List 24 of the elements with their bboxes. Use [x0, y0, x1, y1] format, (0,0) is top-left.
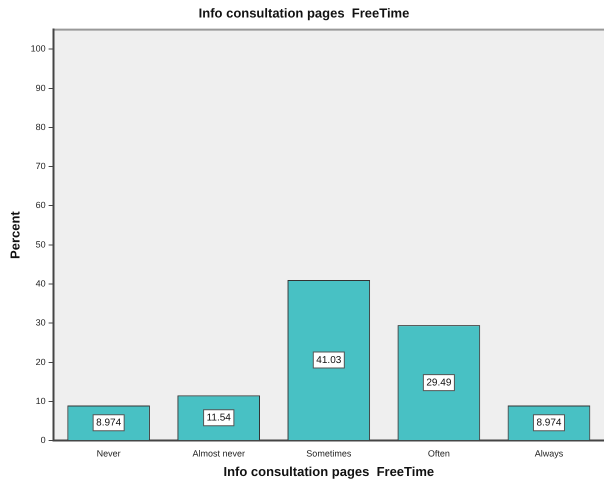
- x-tick-label: Often: [428, 448, 450, 458]
- data-label: 29.49: [426, 377, 452, 388]
- y-tick-label: 90: [36, 82, 46, 93]
- y-tick-label: 60: [36, 200, 46, 210]
- chart-title: Info consultation pages FreeTime: [198, 5, 410, 20]
- x-axis-title: Info consultation pages FreeTime: [223, 464, 434, 479]
- y-tick-label: 50: [36, 239, 46, 250]
- data-label: 8.974: [96, 418, 122, 429]
- y-axis-title: Percent: [7, 210, 22, 259]
- data-label: 41.03: [316, 354, 342, 366]
- y-tick-label: 20: [36, 356, 46, 367]
- x-tick-label: Never: [96, 448, 121, 458]
- x-tick-label: Almost never: [192, 448, 245, 458]
- y-tick-label: 30: [36, 318, 46, 328]
- y-tick-label: 80: [36, 122, 46, 132]
- y-tick-label: 40: [36, 278, 46, 289]
- x-tick-label: Always: [534, 448, 564, 458]
- y-tick-label: 70: [36, 161, 46, 172]
- x-tick-label: Sometimes: [306, 448, 352, 458]
- data-label: 11.54: [206, 412, 232, 424]
- y-tick-label: 0: [40, 435, 46, 446]
- y-tick-label: 10: [36, 396, 46, 406]
- y-tick-label: 100: [30, 44, 46, 54]
- data-label: 8.974: [536, 418, 562, 429]
